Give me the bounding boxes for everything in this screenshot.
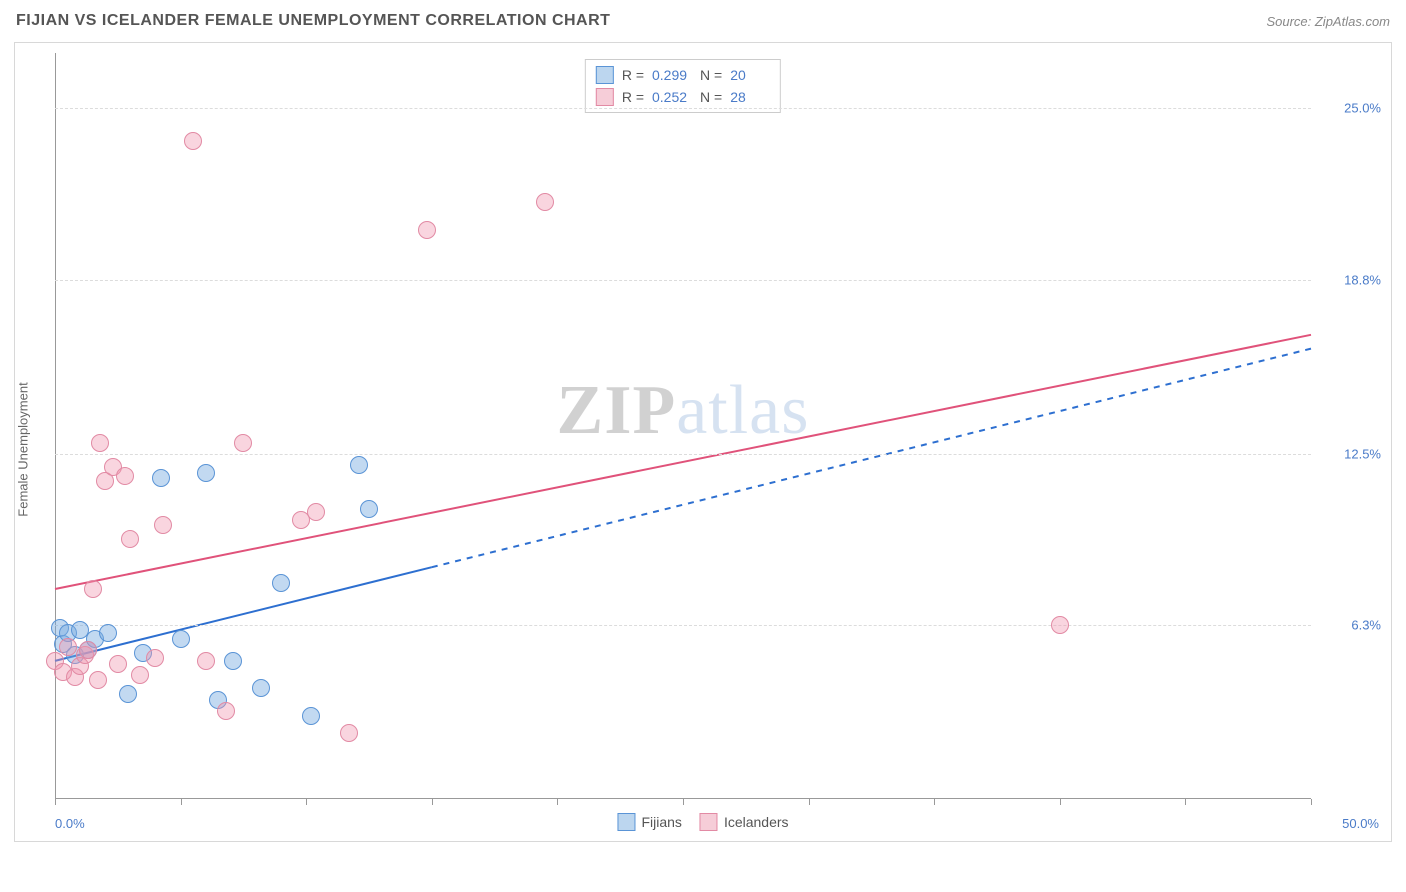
series-legend: Fijians Icelanders [617,813,788,831]
swatch-icelanders [700,813,718,831]
chart-container: Female Unemployment ZIPatlas R = 0.299 N… [14,42,1392,842]
x-tick [306,799,307,805]
n-label: N = [700,67,722,83]
y-axis-line [55,53,56,799]
n-value-fijians: 20 [730,67,770,83]
scatter-point [59,638,77,656]
scatter-point [119,685,137,703]
scatter-point [197,652,215,670]
r-label: R = [622,89,644,105]
scatter-point [131,666,149,684]
legend-row-fijians: R = 0.299 N = 20 [596,64,770,86]
x-tick [557,799,558,805]
x-tick [1311,799,1312,805]
scatter-point [152,469,170,487]
swatch-fijians [596,66,614,84]
y-axis-label: Female Unemployment [16,382,31,516]
trend-line-solid [55,335,1311,589]
n-label: N = [700,89,722,105]
plot-area: ZIPatlas R = 0.299 N = 20 R = 0.252 N = … [55,53,1311,799]
y-tick-label: 12.5% [1321,446,1381,461]
legend-item-fijians: Fijians [617,813,681,831]
scatter-point [350,456,368,474]
y-tick-label: 6.3% [1321,617,1381,632]
scatter-point [1051,616,1069,634]
swatch-icelanders [596,88,614,106]
series-name-icelanders: Icelanders [724,814,789,830]
scatter-point [79,641,97,659]
gridline [55,280,1311,281]
chart-header: FIJIAN VS ICELANDER FEMALE UNEMPLOYMENT … [0,0,1406,38]
scatter-point [217,702,235,720]
trend-line-solid [55,567,432,661]
gridline [55,454,1311,455]
scatter-point [272,574,290,592]
scatter-point [99,624,117,642]
scatter-point [307,503,325,521]
y-tick-label: 25.0% [1321,101,1381,116]
scatter-point [121,530,139,548]
gridline [55,625,1311,626]
watermark-zip: ZIP [557,372,677,449]
scatter-point [252,679,270,697]
scatter-point [89,671,107,689]
r-value-fijians: 0.299 [652,67,692,83]
scatter-point [109,655,127,673]
watermark: ZIPatlas [557,371,810,451]
x-tick [683,799,684,805]
trend-lines-layer [55,53,1311,799]
scatter-point [224,652,242,670]
watermark-atlas: atlas [676,372,809,449]
scatter-point [340,724,358,742]
x-tick [1185,799,1186,805]
chart-title: FIJIAN VS ICELANDER FEMALE UNEMPLOYMENT … [16,12,610,30]
r-value-icelanders: 0.252 [652,89,692,105]
scatter-point [197,464,215,482]
n-value-icelanders: 28 [730,89,770,105]
scatter-point [116,467,134,485]
scatter-point [418,221,436,239]
x-tick [1060,799,1061,805]
x-tick [55,799,56,805]
scatter-point [172,630,190,648]
x-tick [432,799,433,805]
gridline [55,108,1311,109]
series-name-fijians: Fijians [641,814,681,830]
scatter-point [91,434,109,452]
scatter-point [184,132,202,150]
legend-item-icelanders: Icelanders [700,813,789,831]
scatter-point [234,434,252,452]
scatter-point [536,193,554,211]
legend-row-icelanders: R = 0.252 N = 28 [596,86,770,108]
scatter-point [302,707,320,725]
scatter-point [360,500,378,518]
x-axis-min-label: 0.0% [55,816,85,831]
x-tick [934,799,935,805]
x-tick [809,799,810,805]
r-label: R = [622,67,644,83]
scatter-point [154,516,172,534]
scatter-point [146,649,164,667]
x-tick [181,799,182,805]
trend-line-dashed [432,349,1311,568]
source-attribution: Source: ZipAtlas.com [1266,14,1390,29]
y-tick-label: 18.8% [1321,272,1381,287]
scatter-point [84,580,102,598]
x-axis-max-label: 50.0% [1342,816,1379,831]
correlation-legend: R = 0.299 N = 20 R = 0.252 N = 28 [585,59,781,113]
swatch-fijians [617,813,635,831]
